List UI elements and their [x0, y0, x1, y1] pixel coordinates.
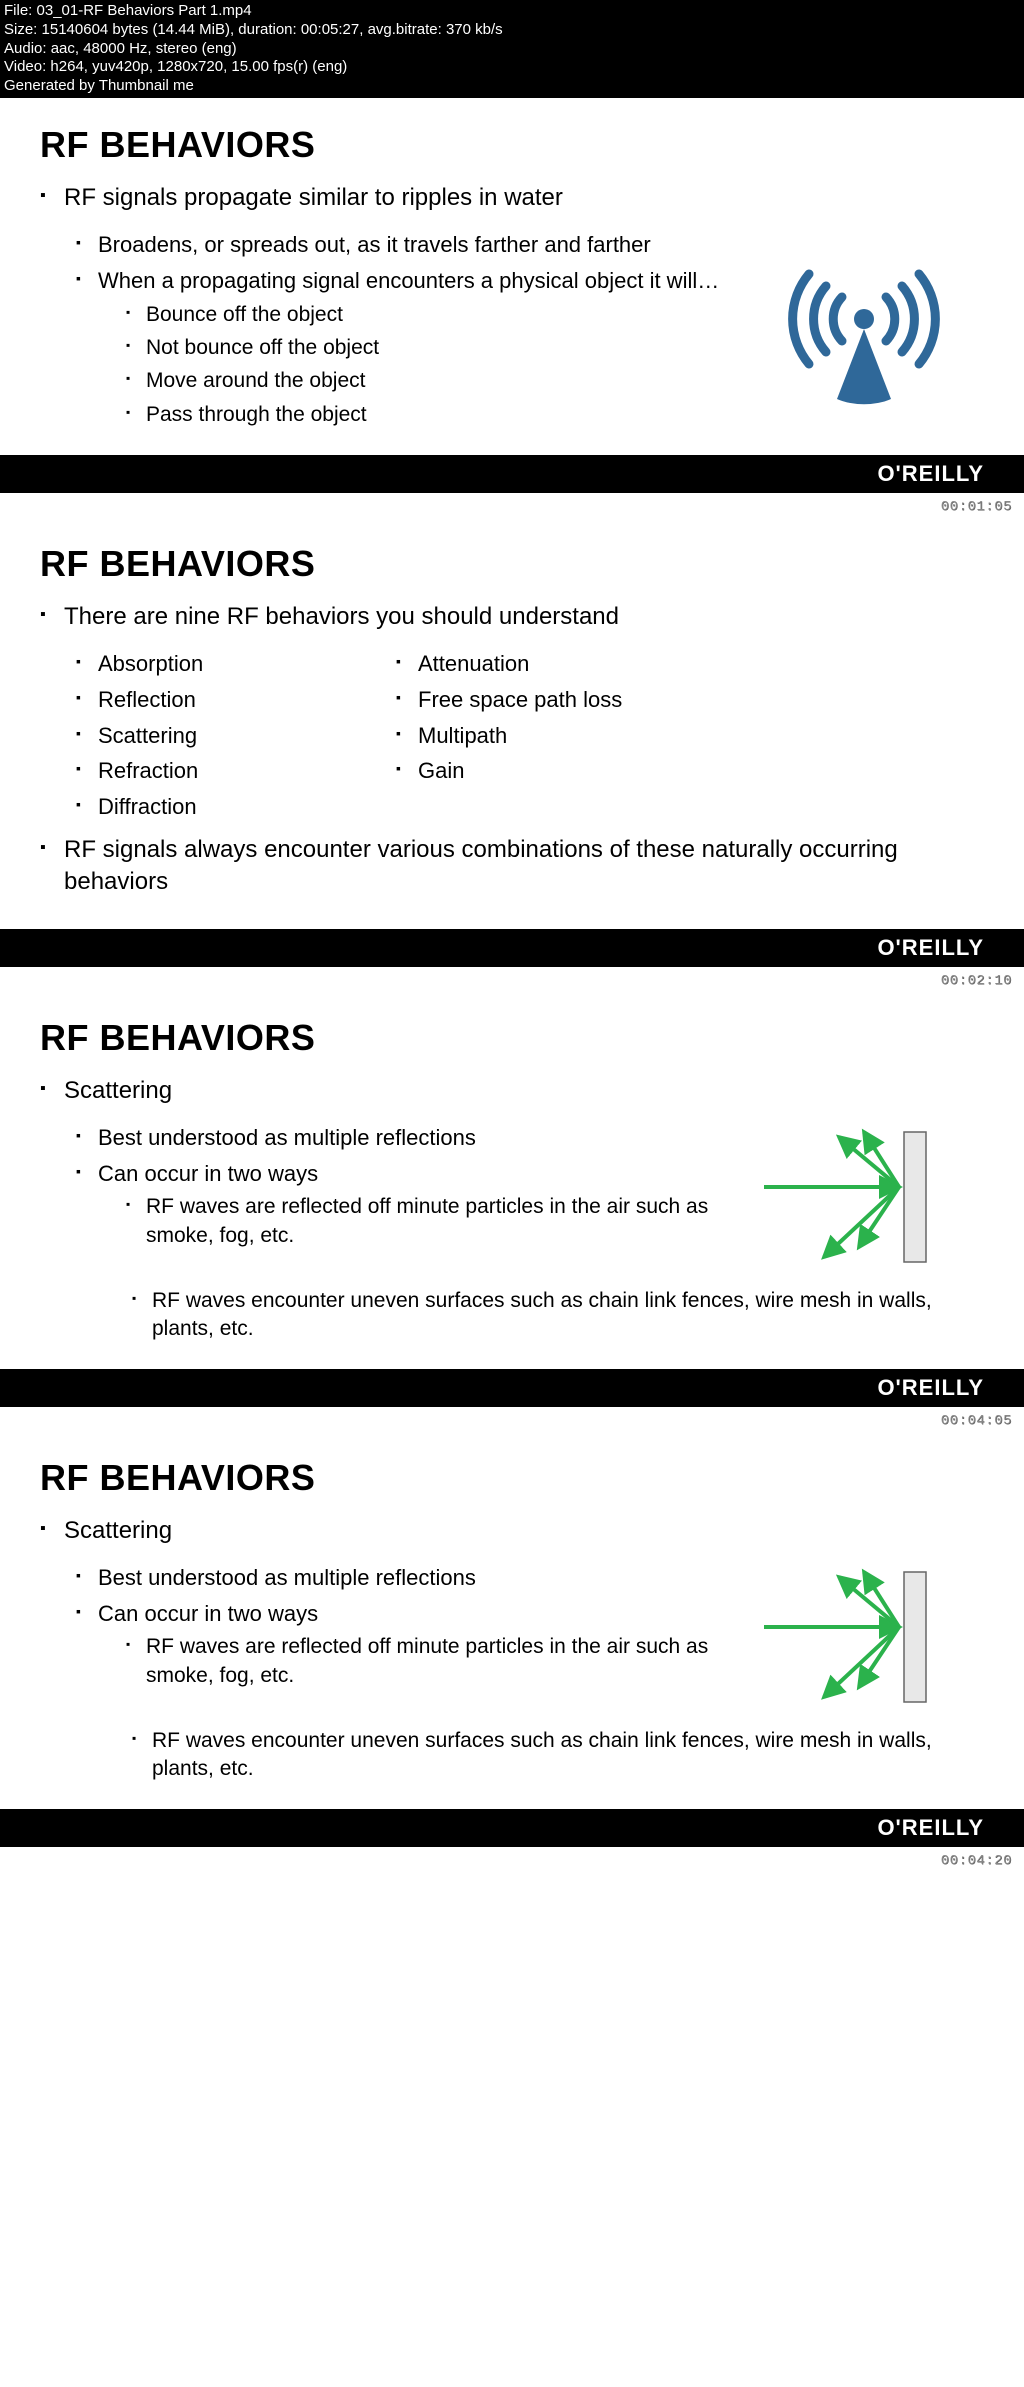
slide-3: RF BEHAVIORS Scattering Best understood … [0, 991, 1024, 1407]
oreilly-logo: O'REILLY [877, 1815, 984, 1841]
meta-file: File: 03_01-RF Behaviors Part 1.mp4 [4, 2, 1020, 21]
bullet: RF waves encounter uneven surfaces such … [132, 1287, 984, 1344]
bullet: Scattering [76, 721, 396, 751]
bullet: Diffraction [76, 792, 396, 822]
slide-2: RF BEHAVIORS There are nine RF behaviors… [0, 517, 1024, 967]
bullet: RF signals propagate similar to ripples … [40, 182, 984, 214]
bullet: Can occur in two ways RF waves are refle… [76, 1599, 754, 1690]
thumbnail-timestamp: 00:04:05 [0, 1407, 1024, 1431]
bullet: Reflection [76, 685, 396, 715]
bullet: When a propagating signal encounters a p… [76, 266, 764, 429]
bullet: Attenuation [396, 649, 716, 679]
bullet: Can occur in two ways RF waves are refle… [76, 1159, 754, 1250]
slide-4: RF BEHAVIORS Scattering Best understood … [0, 1431, 1024, 1847]
oreilly-logo: O'REILLY [877, 461, 984, 487]
scattering-diagram [754, 1117, 984, 1282]
oreilly-logo: O'REILLY [877, 1375, 984, 1401]
bullet: Move around the object [126, 367, 764, 395]
bullet: Bounce off the object [126, 301, 764, 329]
thumbnail-timestamp: 00:04:20 [0, 1847, 1024, 1871]
bullet: Refraction [76, 756, 396, 786]
bullet: Gain [396, 756, 716, 786]
meta-video: Video: h264, yuv420p, 1280x720, 15.00 fp… [4, 58, 1020, 77]
slide-footer: O'REILLY [0, 455, 1024, 493]
thumbnail-timestamp: 00:01:05 [0, 493, 1024, 517]
thumbnail-timestamp: 00:02:10 [0, 967, 1024, 991]
bullet: Not bounce off the object [126, 334, 764, 362]
bullet: Broadens, or spreads out, as it travels … [76, 230, 764, 260]
bullet: Best understood as multiple reflections [76, 1563, 754, 1593]
slide-footer: O'REILLY [0, 1369, 1024, 1407]
rf-signal-icon [764, 224, 984, 419]
bullet: RF waves are reflected off minute partic… [126, 1193, 754, 1250]
bullet: Multipath [396, 721, 716, 751]
slide-1: RF BEHAVIORS RF signals propagate simila… [0, 98, 1024, 493]
slide-title: RF BEHAVIORS [40, 543, 984, 585]
bullet: RF waves encounter uneven surfaces such … [132, 1727, 984, 1784]
meta-size: Size: 15140604 bytes (14.44 MiB), durati… [4, 21, 1020, 40]
bullet: Absorption [76, 649, 396, 679]
meta-generator: Generated by Thumbnail me [4, 77, 1020, 96]
bullet: RF waves are reflected off minute partic… [126, 1633, 754, 1690]
slide-title: RF BEHAVIORS [40, 124, 984, 166]
scattering-diagram [754, 1557, 984, 1722]
bullet: Pass through the object [126, 401, 764, 429]
bullet: Scattering [40, 1075, 984, 1107]
bullet: There are nine RF behaviors you should u… [40, 601, 984, 633]
slide-footer: O'REILLY [0, 929, 1024, 967]
slide-title: RF BEHAVIORS [40, 1457, 984, 1499]
bullet: RF signals always encounter various comb… [40, 834, 984, 899]
bullet: Scattering [40, 1515, 984, 1547]
video-metadata-header: File: 03_01-RF Behaviors Part 1.mp4 Size… [0, 0, 1024, 98]
bullet: Free space path loss [396, 685, 716, 715]
slide-title: RF BEHAVIORS [40, 1017, 984, 1059]
meta-audio: Audio: aac, 48000 Hz, stereo (eng) [4, 40, 1020, 59]
bullet: Best understood as multiple reflections [76, 1123, 754, 1153]
oreilly-logo: O'REILLY [877, 935, 984, 961]
slide-footer: O'REILLY [0, 1809, 1024, 1847]
